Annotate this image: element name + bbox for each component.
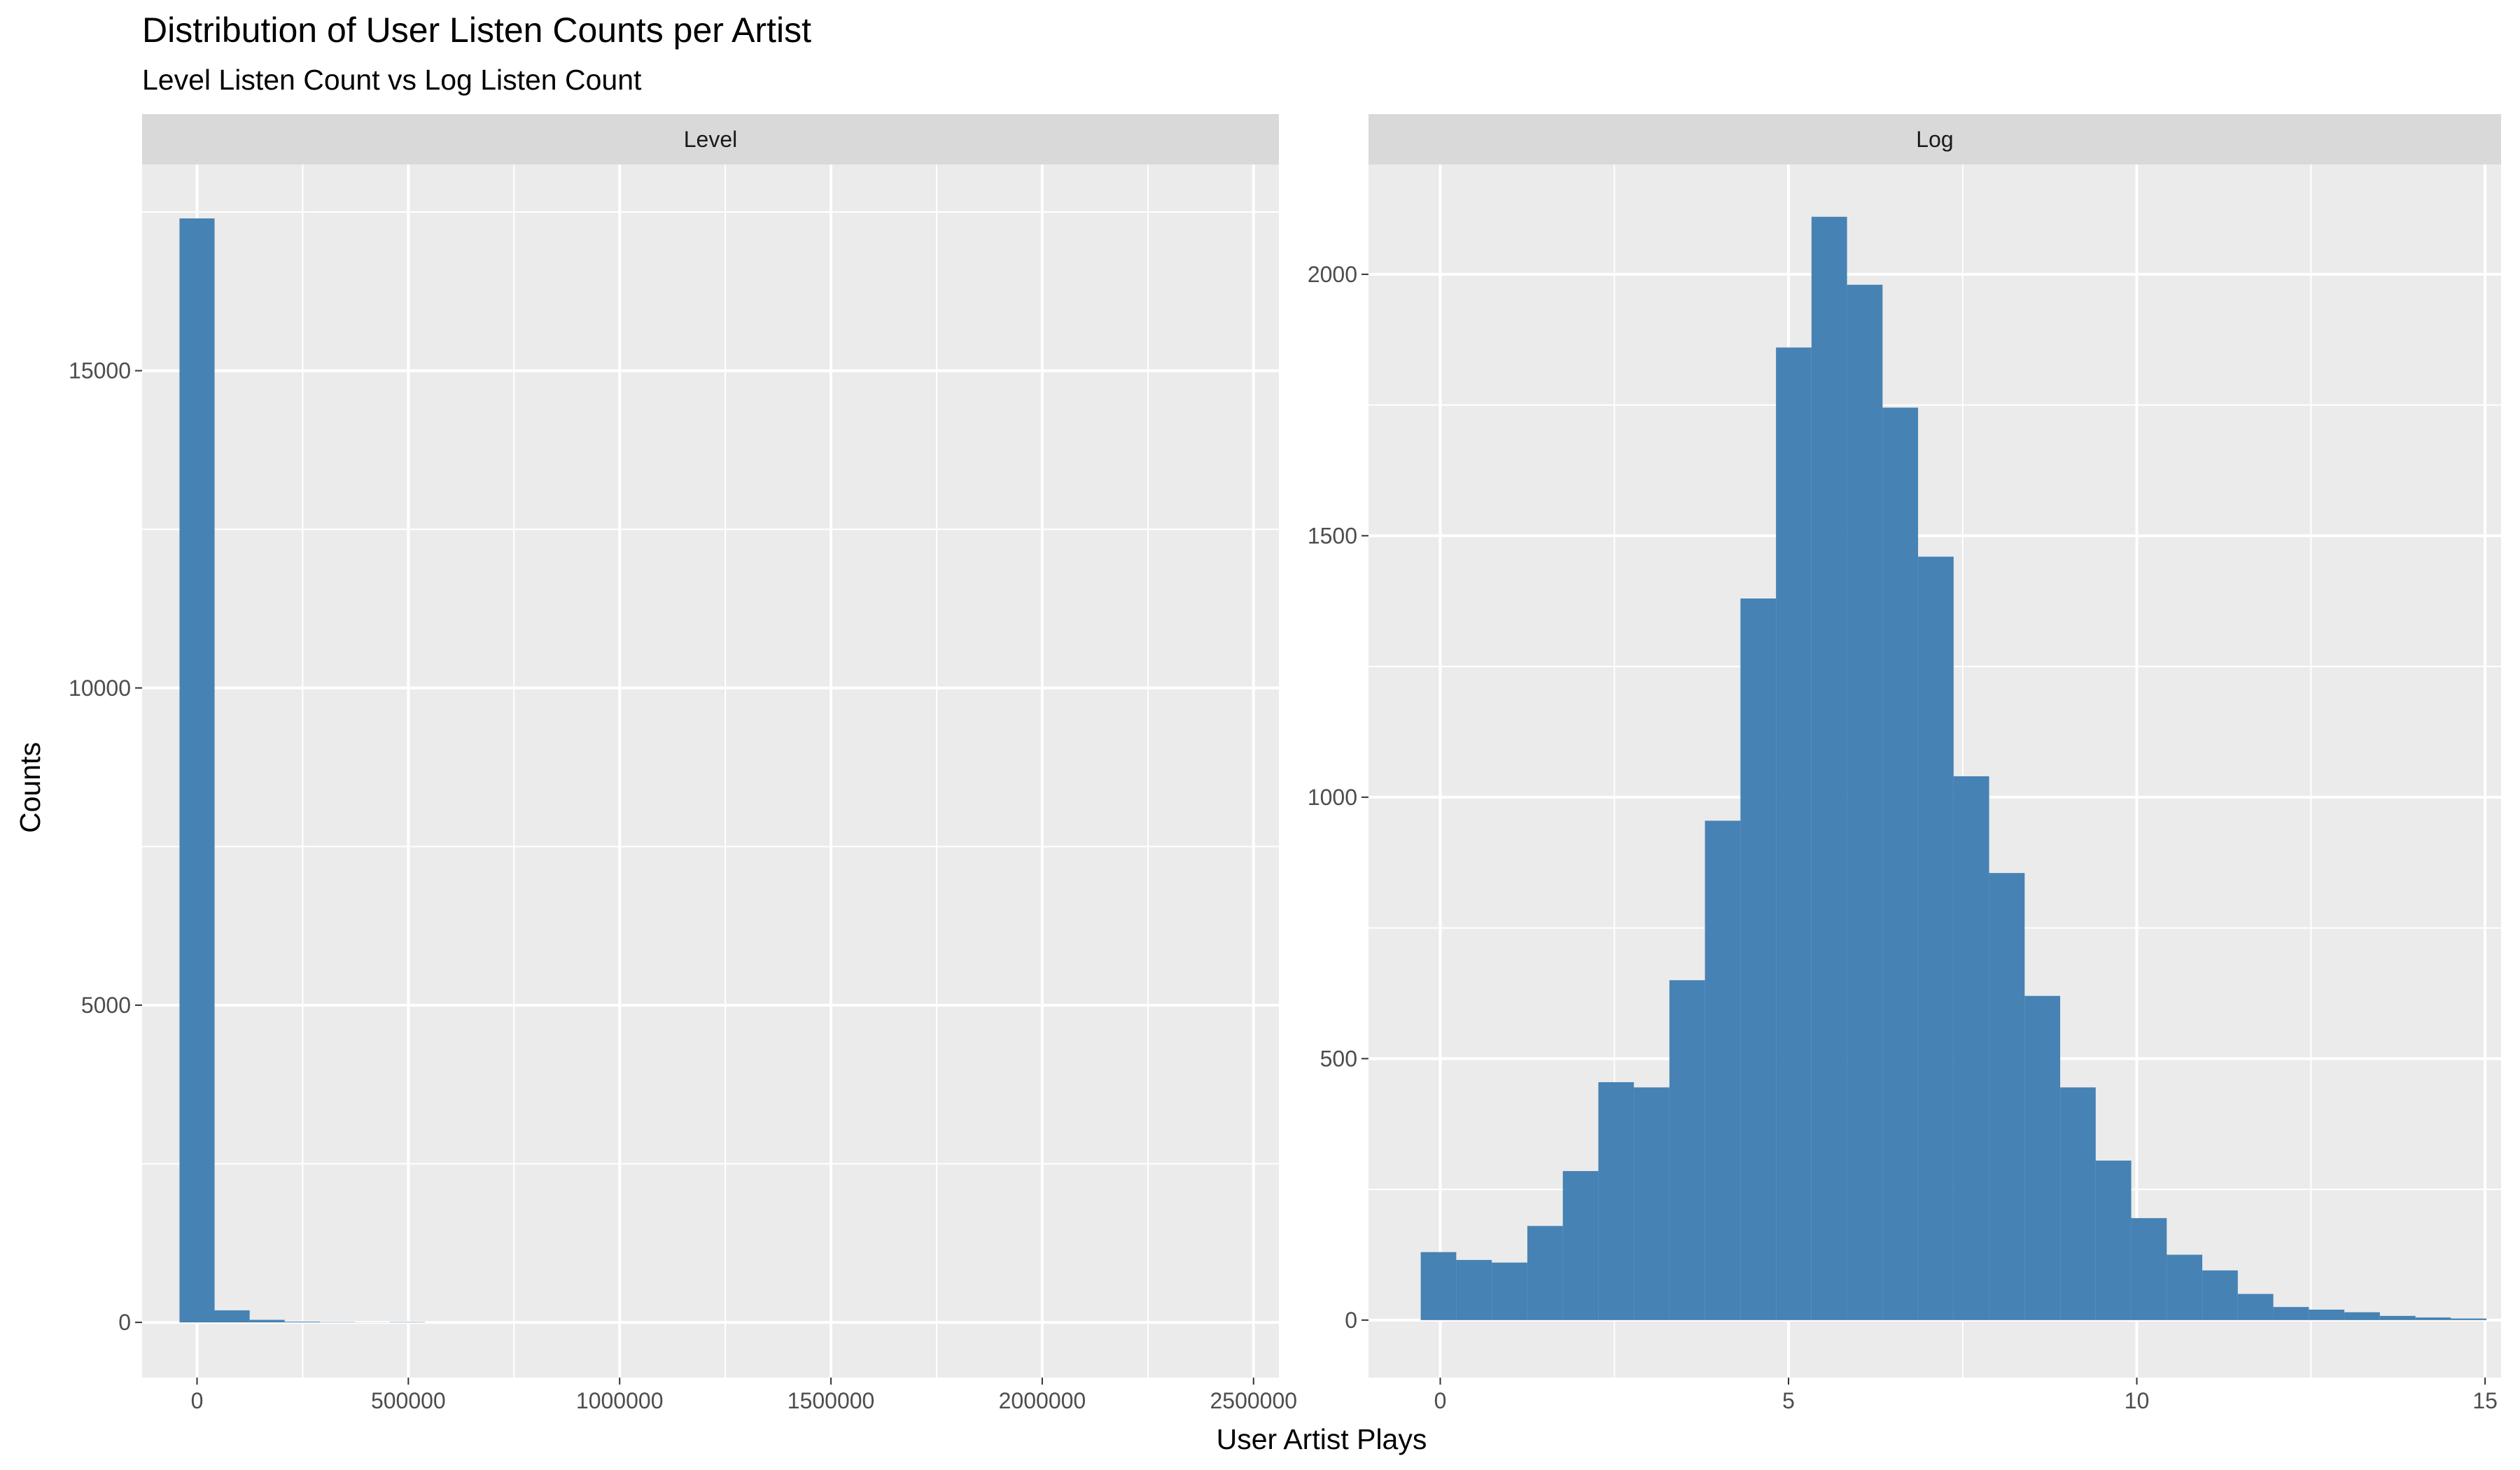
histogram-bar bbox=[2095, 1161, 2132, 1320]
y-tick-label: 1500 bbox=[1308, 523, 1357, 548]
y-tick-label: 0 bbox=[1345, 1308, 1357, 1333]
y-tick-label: 500 bbox=[1320, 1046, 1357, 1071]
histogram-bar bbox=[179, 218, 215, 1323]
x-tick-label: 2500000 bbox=[1210, 1388, 1297, 1413]
histogram-bar bbox=[319, 1322, 355, 1323]
histogram-bar bbox=[2415, 1317, 2451, 1320]
histogram-bar bbox=[2166, 1254, 2203, 1320]
x-tick-label: 10 bbox=[2124, 1388, 2150, 1413]
x-tick-label: 2000000 bbox=[999, 1388, 1086, 1413]
histogram-bar bbox=[1634, 1087, 1670, 1320]
histogram-bar bbox=[1420, 1252, 1457, 1320]
x-tick-label: 1000000 bbox=[576, 1388, 664, 1413]
facet-strip-label-level: Level bbox=[684, 127, 738, 152]
y-tick-label: 5000 bbox=[81, 993, 131, 1018]
histogram-bar bbox=[1740, 598, 1777, 1320]
x-axis-title: User Artist Plays bbox=[1217, 1423, 1427, 1455]
histogram-bar bbox=[1989, 873, 2025, 1320]
y-axis-title: Counts bbox=[14, 742, 46, 833]
histogram-bar bbox=[1847, 284, 1883, 1320]
histogram-bar bbox=[2379, 1315, 2416, 1320]
chart-subtitle: Level Listen Count vs Log Listen Count bbox=[142, 64, 642, 96]
histogram-bar bbox=[1704, 820, 1741, 1320]
histogram-bar bbox=[2060, 1087, 2096, 1320]
histogram-bar bbox=[1882, 407, 1919, 1320]
y-tick-label: 1000 bbox=[1308, 785, 1357, 810]
x-tick-label: 1500000 bbox=[788, 1388, 875, 1413]
histogram-bar bbox=[1492, 1262, 1527, 1320]
panel-level: Level 0 5000 10000 15000 0 500000 1000000 150000… bbox=[69, 114, 1297, 1413]
histogram-bar bbox=[2202, 1270, 2238, 1320]
x-tick-label: 500000 bbox=[371, 1388, 446, 1413]
histogram-bar bbox=[214, 1310, 250, 1323]
panel-background-level bbox=[142, 164, 1279, 1378]
histogram-bar bbox=[390, 1322, 426, 1323]
facet-strip-log bbox=[1368, 114, 2501, 164]
histogram-bar bbox=[1953, 776, 1989, 1320]
histogram-bar bbox=[1527, 1226, 1563, 1320]
y-tick-label: 10000 bbox=[69, 676, 131, 701]
histogram-bar bbox=[1562, 1170, 1599, 1320]
facet-strip-label-log: Log bbox=[1916, 127, 1953, 152]
histogram-bar bbox=[2131, 1218, 2167, 1320]
histogram-bar bbox=[2309, 1309, 2345, 1320]
histogram-bar bbox=[2273, 1307, 2309, 1320]
x-tick-label: 0 bbox=[1434, 1388, 1447, 1413]
histogram-bar bbox=[1598, 1082, 1634, 1320]
chart-title: Distribution of User Listen Counts per A… bbox=[142, 10, 811, 50]
histogram-bar bbox=[1669, 980, 1705, 1320]
y-tick-label: 0 bbox=[118, 1310, 131, 1335]
x-tick-label: 5 bbox=[1782, 1388, 1795, 1413]
x-tick-label: 15 bbox=[2472, 1388, 2498, 1413]
facet-strip-level bbox=[142, 114, 1279, 164]
histogram-bar bbox=[2344, 1312, 2380, 1320]
y-tick-label: 15000 bbox=[69, 358, 131, 384]
panel-log: Log 0 500 1000 1500 2000 0 5 10 15 bbox=[1308, 114, 2501, 1413]
histogram-bar bbox=[1776, 347, 1812, 1320]
histogram-bar bbox=[2451, 1318, 2487, 1320]
histogram-bar bbox=[249, 1320, 285, 1323]
histogram-bar bbox=[2237, 1294, 2274, 1320]
histogram-bar bbox=[1918, 556, 1954, 1320]
x-tick-label: 0 bbox=[191, 1388, 204, 1413]
histogram-bar bbox=[1811, 216, 1847, 1320]
histogram-bar bbox=[2024, 995, 2061, 1320]
histogram-bar bbox=[1456, 1259, 1492, 1320]
y-tick-label: 2000 bbox=[1308, 262, 1357, 287]
